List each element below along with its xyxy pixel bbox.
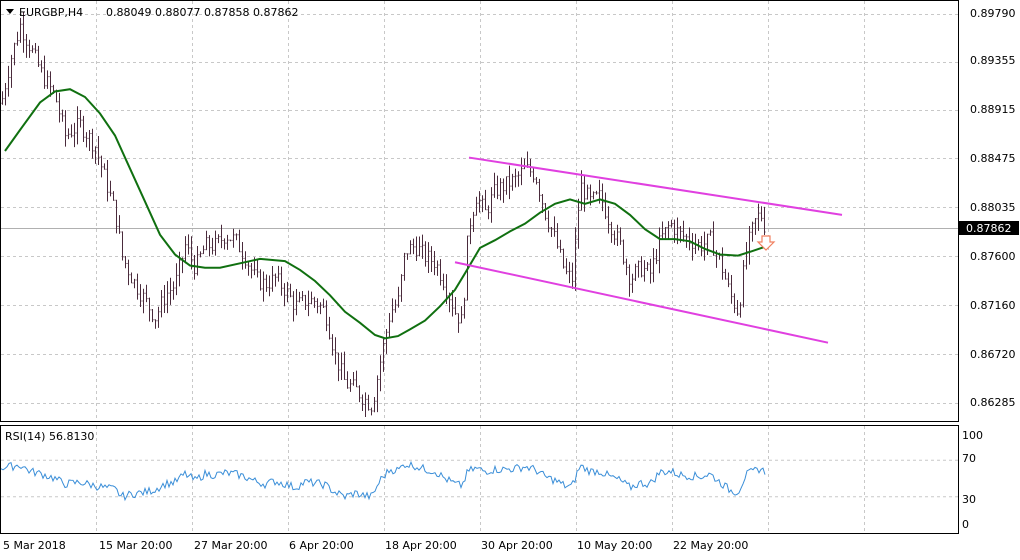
rsi-level-label: 0 <box>962 518 969 531</box>
dropdown-triangle-icon[interactable] <box>6 9 14 14</box>
current-price-badge <box>959 221 1019 235</box>
price-label: 0.89790 <box>970 7 1016 20</box>
candlestick-series <box>1 11 766 417</box>
price-label: 0.87600 <box>970 250 1016 263</box>
channel-lower-line[interactable] <box>454 261 829 344</box>
price-label: 0.87160 <box>970 299 1016 312</box>
rsi-level-label: 30 <box>962 493 976 506</box>
price-label: 0.88915 <box>970 103 1016 116</box>
rsi-level-label: 100 <box>962 429 983 442</box>
rsi-line <box>0 460 766 502</box>
time-label: 30 Apr 20:00 <box>481 539 553 552</box>
chart-header: EURGBP,H4 0.88049 0.88077 0.87858 0.8786… <box>6 6 298 19</box>
time-label: 18 Apr 20:00 <box>385 539 457 552</box>
moving-average-line <box>4 88 766 340</box>
symbol-timeframe: EURGBP,H4 <box>19 6 83 19</box>
price-label: 0.86720 <box>970 348 1016 361</box>
price-axis[interactable]: 0.89790 0.89355 0.88915 0.88475 0.88035 … <box>959 7 1019 409</box>
time-label: 15 Mar 20:00 <box>99 539 172 552</box>
price-grid <box>1 1 958 421</box>
rsi-level-label: 70 <box>962 452 976 465</box>
price-label: 0.89355 <box>970 54 1016 67</box>
time-label: 10 May 20:00 <box>577 539 652 552</box>
rsi-label: RSI(14) 56.8130 <box>5 430 94 443</box>
price-label: 0.86285 <box>970 396 1016 409</box>
time-label: 6 Apr 20:00 <box>289 539 354 552</box>
rsi-pane[interactable] <box>0 425 959 534</box>
price-label: 0.88035 <box>970 201 1016 214</box>
current-price-value: 0.87862 <box>966 222 1012 235</box>
price-label: 0.88475 <box>970 152 1016 165</box>
down-arrow-icon <box>756 235 776 251</box>
ohlc-values: 0.88049 0.88077 0.87858 0.87862 <box>106 6 298 19</box>
time-label: 27 Mar 20:00 <box>194 539 267 552</box>
time-axis[interactable]: 5 Mar 2018 15 Mar 20:00 27 Mar 20:00 6 A… <box>3 539 748 552</box>
time-label: 22 May 20:00 <box>673 539 748 552</box>
time-label: 5 Mar 2018 <box>3 539 66 552</box>
channel-upper-line[interactable] <box>468 156 843 216</box>
rsi-axis: 100 70 30 0 <box>962 429 983 531</box>
